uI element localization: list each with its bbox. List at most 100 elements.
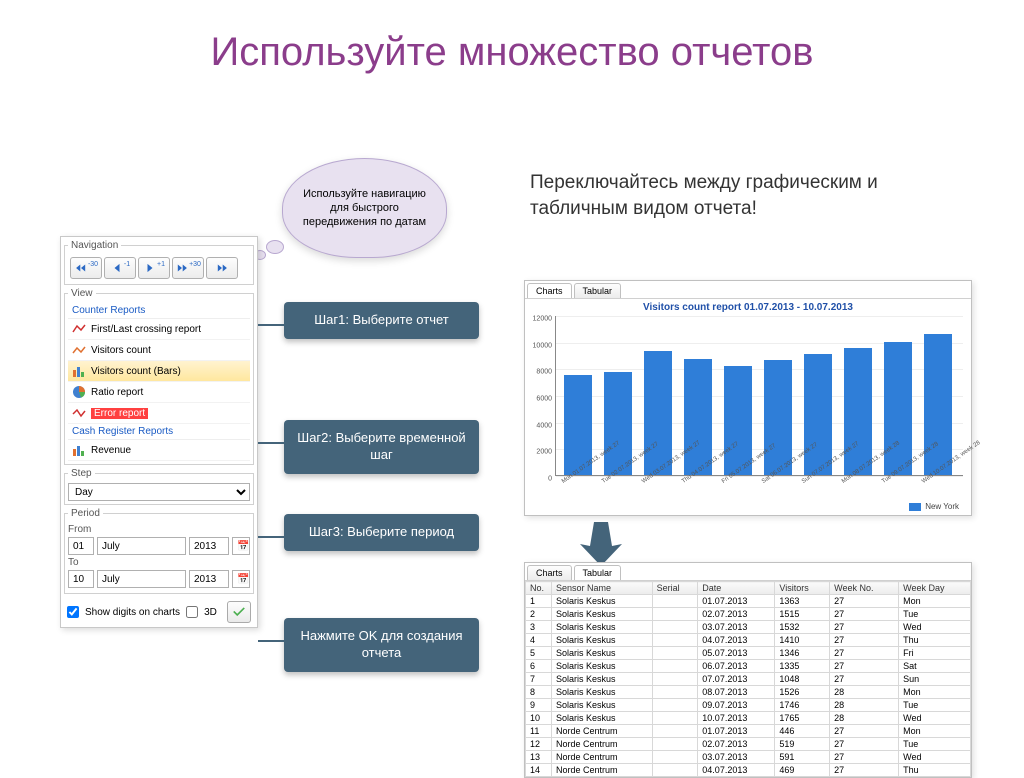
col-header[interactable]: Visitors [775, 582, 830, 595]
table-row[interactable]: 7Solaris Keskus07.07.2013104827Sun [526, 673, 971, 686]
table-row[interactable]: 12Norde Centrum02.07.201351927Tue [526, 738, 971, 751]
table-row[interactable]: 3Solaris Keskus03.07.2013153227Wed [526, 621, 971, 634]
chart-title: Visitors count report 01.07.2013 - 10.07… [525, 299, 971, 314]
connector-2 [258, 442, 284, 444]
to-day[interactable]: 10 [68, 570, 94, 588]
table-row[interactable]: 4Solaris Keskus04.07.2013141027Thu [526, 634, 971, 647]
ytick: 6000 [526, 396, 552, 403]
table-row[interactable]: 10Solaris Keskus10.07.2013176528Wed [526, 712, 971, 725]
report-item-label: Revenue [91, 445, 131, 456]
from-calendar[interactable]: 📅 [232, 537, 250, 555]
report-item-1[interactable]: Visitors count [68, 340, 250, 361]
table-row[interactable]: 6Solaris Keskus06.07.2013133527Sat [526, 660, 971, 673]
step-legend: Step [68, 468, 95, 479]
pie-icon [72, 385, 86, 399]
report-item-label: Visitors count (Bars) [91, 366, 181, 377]
legend-label: New York [925, 502, 959, 511]
ytick: 8000 [526, 369, 552, 376]
ytick: 12000 [526, 316, 552, 323]
table-row[interactable]: 1Solaris Keskus01.07.2013136327Mon [526, 595, 971, 608]
ytick: 10000 [526, 342, 552, 349]
col-header[interactable]: Date [698, 582, 775, 595]
legend-swatch [909, 503, 921, 511]
col-header[interactable]: No. [526, 582, 552, 595]
chart-legend: New York [909, 502, 959, 511]
step-fieldset: Step Day [64, 468, 254, 505]
nav-last-button[interactable]: +30 [172, 257, 204, 279]
connector-1 [258, 324, 284, 326]
show-digits-checkbox[interactable] [67, 606, 79, 618]
period-legend: Period [68, 508, 103, 519]
from-day[interactable]: 01 [68, 537, 94, 555]
step-box-1: Шаг1: Выберите отчет [284, 302, 479, 339]
col-header[interactable]: Sensor Name [552, 582, 653, 595]
table-tab-tabular[interactable]: Tabular [574, 565, 622, 580]
3d-checkbox[interactable] [186, 606, 198, 618]
bar-2 [644, 351, 672, 475]
nav-next-button[interactable]: +1 [138, 257, 170, 279]
col-header[interactable]: Week Day [899, 582, 971, 595]
line-red-icon [72, 322, 86, 336]
report-item-label: Ratio report [91, 387, 143, 398]
bars-icon [72, 443, 86, 457]
table-row[interactable]: 9Solaris Keskus09.07.2013174628Tue [526, 699, 971, 712]
report-item-3[interactable]: Ratio report [68, 382, 250, 403]
table-row[interactable]: 5Solaris Keskus05.07.2013134627Fri [526, 647, 971, 660]
ok-button[interactable] [227, 601, 251, 623]
table-panel: ChartsTabular No.Sensor NameSerialDateVi… [524, 562, 972, 778]
bar-8 [884, 342, 912, 475]
nav-first-button[interactable]: -30 [70, 257, 102, 279]
report-group-counter: Counter Reports [68, 303, 250, 319]
step-box-2: Шаг2: Выберите временной шаг [284, 420, 479, 474]
step-select[interactable]: Day [68, 483, 250, 501]
report-item-2[interactable]: Visitors count (Bars) [68, 361, 250, 382]
nav-end-button[interactable] [206, 257, 238, 279]
period-fieldset: Period From 01 July 2013 📅 To 10 July 20… [64, 508, 254, 594]
ytick: 2000 [526, 449, 552, 456]
view-legend: View [68, 288, 96, 299]
col-header[interactable]: Week No. [830, 582, 899, 595]
nav-prev-button[interactable]: -1 [104, 257, 136, 279]
table-row[interactable]: 14Norde Centrum04.07.201346927Thu [526, 764, 971, 777]
period-from-label: From [68, 524, 250, 535]
table-row[interactable]: 8Solaris Keskus08.07.2013152628Mon [526, 686, 971, 699]
from-month[interactable]: July [97, 537, 186, 555]
bar-6 [804, 354, 832, 475]
show-digits-label: Show digits on charts [85, 607, 180, 618]
report-item-0[interactable]: First/Last crossing report [68, 319, 250, 340]
nav-fieldset: Navigation -30-1+1+30 [64, 240, 254, 285]
report-item-label: First/Last crossing report [91, 324, 201, 335]
to-month[interactable]: July [97, 570, 186, 588]
to-calendar[interactable]: 📅 [232, 570, 250, 588]
table-row[interactable]: 2Solaris Keskus02.07.2013151527Tue [526, 608, 971, 621]
check-icon [232, 605, 246, 619]
bars-icon [72, 364, 86, 378]
report-item-label: Error report [91, 408, 148, 419]
nav-legend: Navigation [68, 240, 121, 251]
arrow-down-icon [576, 518, 626, 568]
chart-tab-charts[interactable]: Charts [527, 283, 572, 298]
col-header[interactable]: Serial [652, 582, 698, 595]
reports-panel: Navigation -30-1+1+30 View Counter Repor… [60, 236, 258, 628]
chart-panel: ChartsTabular Visitors count report 01.0… [524, 280, 972, 516]
step-box-3: Шаг3: Выберите период [284, 514, 479, 551]
line-orange-icon [72, 343, 86, 357]
chart-tab-tabular[interactable]: Tabular [574, 283, 622, 298]
bar-4 [724, 366, 752, 475]
from-year[interactable]: 2013 [189, 537, 229, 555]
period-to-label: To [68, 557, 250, 568]
to-year[interactable]: 2013 [189, 570, 229, 588]
table-row[interactable]: 13Norde Centrum03.07.201359127Wed [526, 751, 971, 764]
report-item-4[interactable]: Error report [68, 403, 250, 424]
3d-label: 3D [204, 607, 217, 618]
table-row[interactable]: 11Norde Centrum01.07.201344627Mon [526, 725, 971, 738]
bar-5 [764, 360, 792, 475]
table-tab-charts[interactable]: Charts [527, 565, 572, 580]
ytick: 4000 [526, 422, 552, 429]
report-item-label: Visitors count [91, 345, 151, 356]
connector-4 [258, 640, 284, 642]
report-item2-0[interactable]: Revenue [68, 440, 250, 461]
subtitle: Переключайтесь между графическим и табли… [530, 170, 970, 221]
step-box-4: Нажмите OK для создания отчета [284, 618, 479, 672]
page-title: Используйте множество отчетов [0, 0, 1024, 95]
